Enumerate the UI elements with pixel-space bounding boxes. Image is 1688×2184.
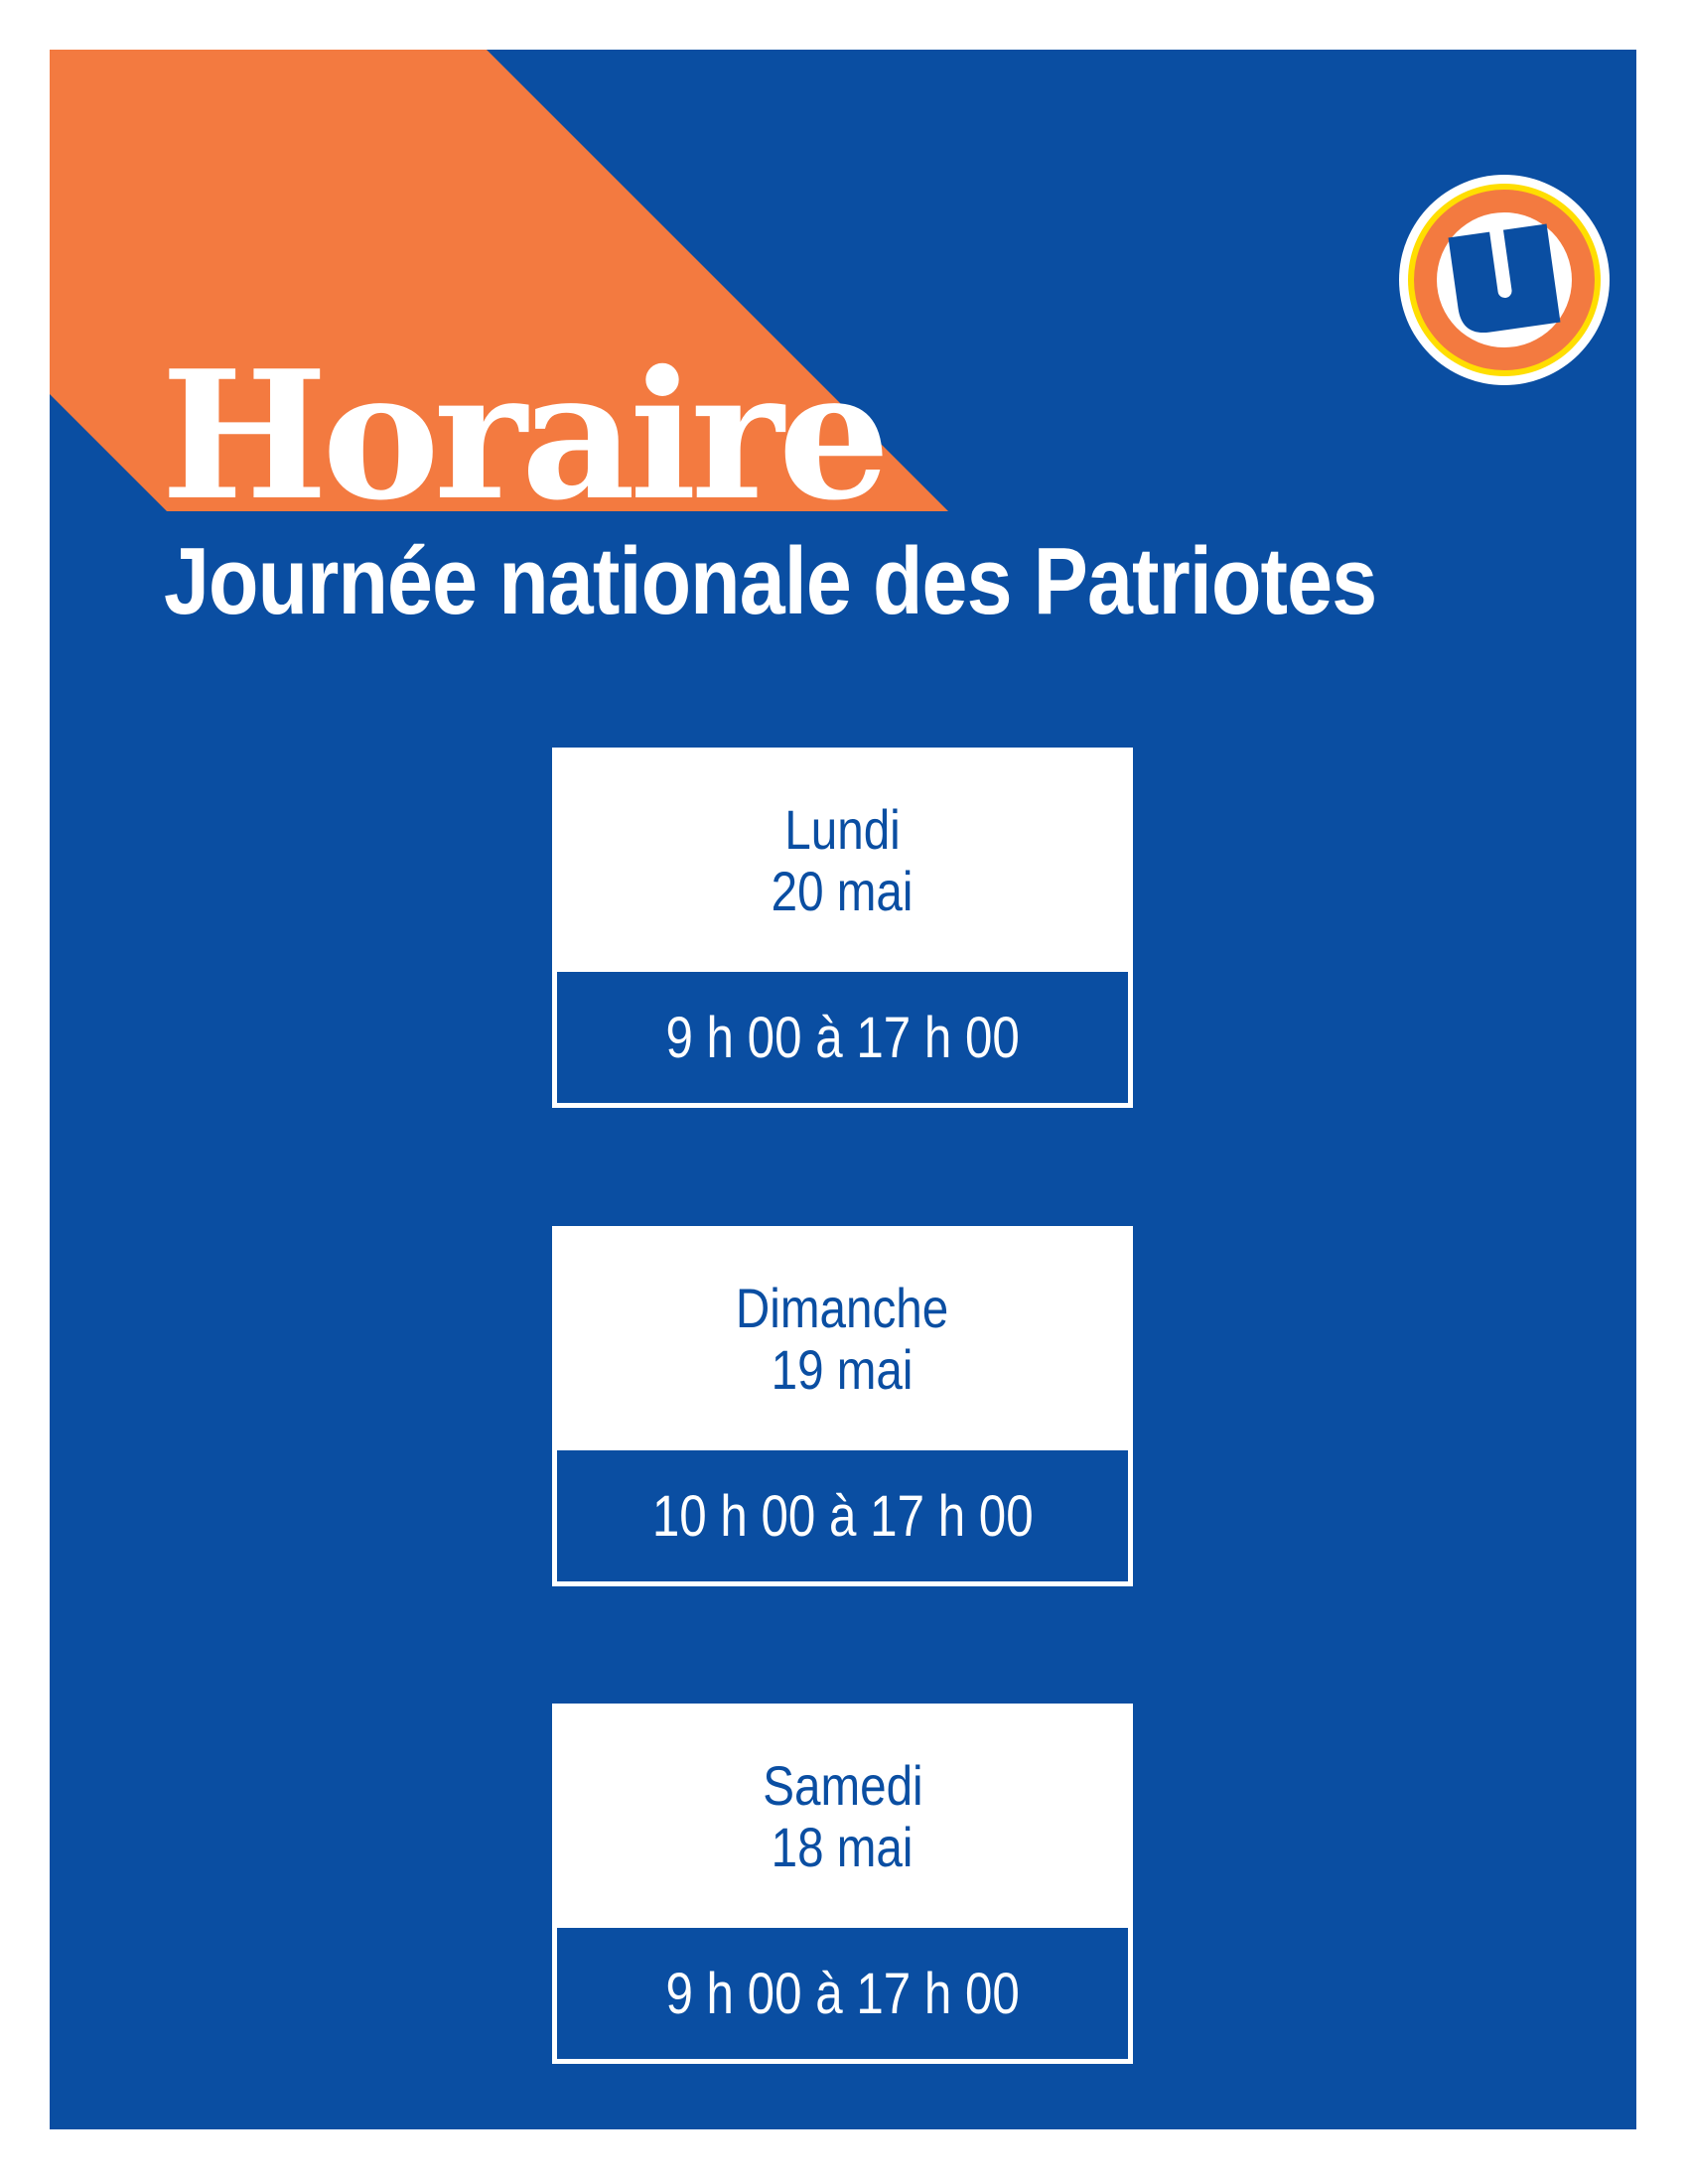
schedule-date: Samedi 18 mai (552, 1755, 1133, 1878)
poster-panel: Horaire Journée nationale des Patriotes … (50, 50, 1636, 2129)
schedule-hours-label: 9 h 00 à 17 h 00 (665, 1005, 1020, 1070)
orange-diagonal-band (50, 50, 948, 511)
page-title: Horaire (161, 332, 891, 539)
u-logo-icon (1399, 175, 1610, 385)
schedule-card-dimanche: Dimanche 19 mai 10 h 00 à 17 h 00 (552, 1226, 1133, 1586)
schedule-hours-label: 10 h 00 à 17 h 00 (651, 1483, 1034, 1549)
schedule-hours: 10 h 00 à 17 h 00 (557, 1450, 1128, 1581)
schedule-day-label: Dimanche (736, 1277, 949, 1339)
schedule-date: Dimanche 19 mai (552, 1278, 1133, 1401)
schedule-card-samedi: Samedi 18 mai 9 h 00 à 17 h 00 (552, 1704, 1133, 2064)
schedule-date: Lundi 20 mai (552, 799, 1133, 922)
schedule-date-label: 20 mai (772, 860, 914, 922)
schedule-hours-label: 9 h 00 à 17 h 00 (665, 1961, 1020, 2026)
schedule-day-label: Lundi (784, 798, 901, 861)
schedule-date-label: 19 mai (772, 1338, 914, 1401)
schedule-day-label: Samedi (762, 1754, 923, 1817)
schedule-card-lundi: Lundi 20 mai 9 h 00 à 17 h 00 (552, 748, 1133, 1108)
schedule-hours: 9 h 00 à 17 h 00 (557, 1928, 1128, 2059)
page-subtitle: Journée nationale des Patriotes (164, 528, 1377, 634)
schedule-hours: 9 h 00 à 17 h 00 (557, 972, 1128, 1103)
schedule-date-label: 18 mai (772, 1816, 914, 1878)
